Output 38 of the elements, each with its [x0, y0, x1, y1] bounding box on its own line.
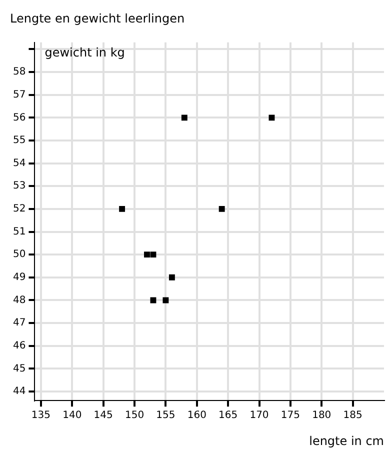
y-tick-label: 53: [12, 180, 26, 192]
y-tick-label: 51: [12, 226, 26, 238]
y-tick-label: 52: [12, 204, 26, 215]
x-axis-title: lengte in cm: [309, 434, 384, 448]
y-tick-label: 54: [12, 158, 26, 169]
point: [168, 274, 175, 280]
chart-title: Lengte en gewicht leerlingen: [10, 11, 185, 26]
x-tick-label: 165: [218, 410, 238, 422]
y-tick-label: 57: [12, 89, 26, 100]
x-tick-label: 160: [187, 410, 206, 422]
y-tick-label: 48: [12, 294, 26, 306]
y-tick-label: 45: [12, 363, 26, 374]
point: [150, 252, 156, 258]
y-tick-label: 50: [12, 249, 26, 260]
y-axis-title: gewicht in kg: [44, 45, 125, 60]
point: [144, 252, 150, 258]
y-tick-label: 44: [12, 386, 26, 398]
x-tick-label: 140: [62, 410, 82, 422]
x-tick-label: 175: [280, 410, 300, 422]
y-tick-label: 47: [12, 318, 26, 329]
x-tick-label: 155: [156, 410, 176, 422]
point: [162, 297, 169, 304]
point: [268, 114, 275, 121]
x-tick-label: 150: [124, 410, 144, 422]
point: [119, 206, 126, 212]
point: [181, 114, 188, 121]
x-tick-label: 185: [343, 410, 362, 422]
y-tick-label: 46: [12, 340, 26, 352]
y-tick-label: 55: [12, 135, 26, 146]
y-tick-label: 56: [12, 112, 26, 124]
x-tick-label: 180: [312, 410, 332, 422]
point: [150, 297, 156, 304]
y-tick-label: 58: [12, 66, 26, 78]
x-tick-label: 145: [94, 410, 113, 422]
x-tick-label: 135: [31, 410, 51, 422]
y-tick-label: 49: [12, 272, 26, 283]
x-tick-label: 170: [250, 410, 269, 422]
point: [218, 206, 225, 212]
